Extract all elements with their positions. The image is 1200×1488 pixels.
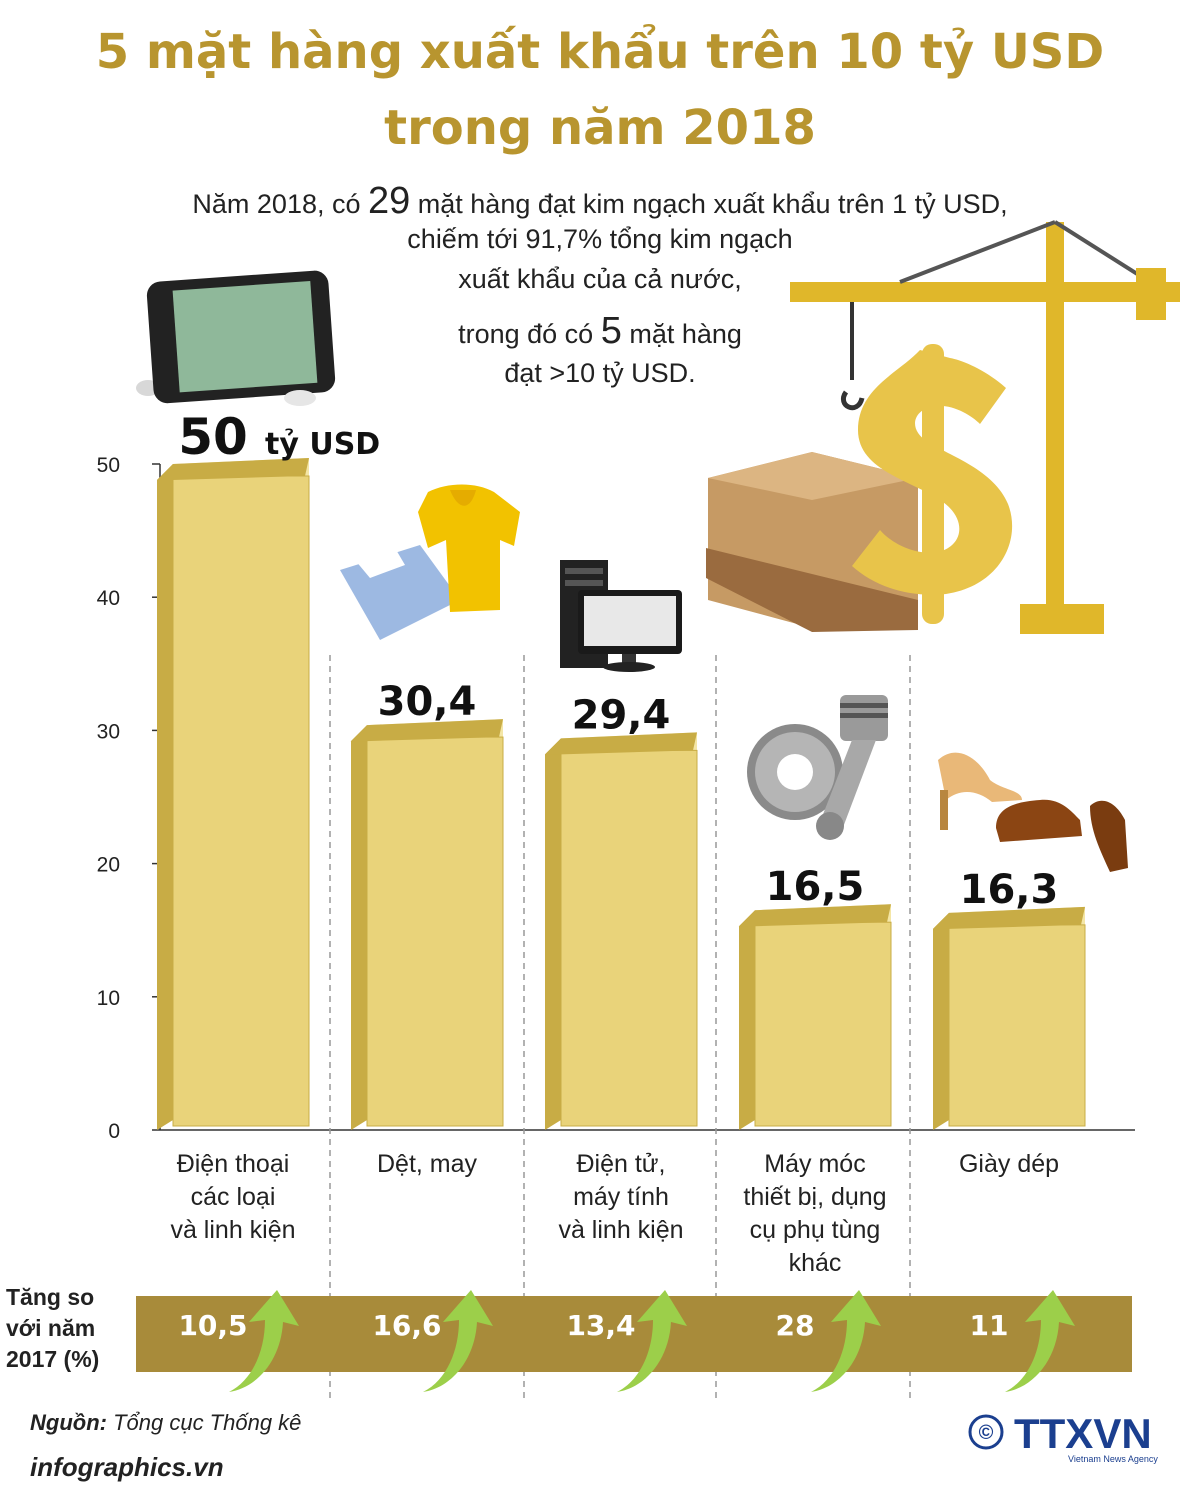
y-tick-label: 40 (97, 587, 120, 610)
category-label-line: thiết bị, dụng (743, 1183, 887, 1211)
shoes-icon (938, 752, 1128, 872)
category-label-line: cụ phụ tùng (749, 1216, 881, 1244)
category-label-line: máy tính (573, 1183, 669, 1211)
growth-arrow-icon (423, 1290, 493, 1392)
title-line-2: trong năm 2018 (384, 100, 816, 156)
bar-front (754, 921, 892, 1127)
growth-value: 13,4 (566, 1309, 635, 1342)
bar-value-label: 16,5 (766, 864, 865, 910)
source-note: Nguồn: Tổng cục Thống kê (30, 1410, 302, 1435)
growth-label: Tăng so với năm 2017 (%) (6, 1284, 100, 1372)
bar-front (560, 749, 698, 1127)
bar-side (545, 738, 561, 1130)
category-label: Giày dép (914, 1148, 1104, 1181)
bar-front (948, 924, 1086, 1127)
bar-side (933, 912, 949, 1130)
bar-side (739, 910, 755, 1130)
intro-line-2: chiếm tới 91,7% tổng kim ngạch (407, 224, 793, 254)
growth-value: 11 (970, 1309, 1009, 1342)
bar-value-label: 50 (178, 408, 248, 466)
svg-text:Vietnam News Agency: Vietnam News Agency (1068, 1454, 1158, 1464)
shirts-icon (340, 484, 520, 640)
category-label-line: và linh kiện (170, 1216, 296, 1244)
intro-line-5: đạt >10 tỷ USD. (504, 358, 696, 388)
category-dividers (329, 655, 911, 1400)
growth-value: 16,6 (372, 1309, 441, 1342)
bar-value-unit: tỷ USD (265, 427, 380, 462)
category-label-line: các loại (190, 1183, 276, 1211)
y-tick-label: 30 (97, 720, 120, 743)
bar-side (157, 464, 173, 1130)
category-label: Máy móc thiết bị, dụng cụ phụ tùng khác (720, 1148, 910, 1280)
bar-front (366, 736, 504, 1127)
site-name: infographics.vn (30, 1452, 224, 1482)
bar-front (172, 475, 310, 1127)
bar-top (351, 719, 503, 742)
category-label: Điện thoại các loại và linh kiện (138, 1148, 328, 1247)
bar-top (157, 458, 309, 480)
bars: 50 tỷ USD 30,4 29,4 16,5 16,3 (157, 408, 1086, 1130)
bar-value-label: 30,4 (378, 679, 477, 725)
bar-5 (933, 906, 1086, 1130)
intro-line-4: trong đó có 5 mặt hàng (458, 310, 742, 352)
intro-line-1: Năm 2018, có 29 mặt hàng đạt kim ngạch x… (192, 180, 1008, 222)
growth-band: 10,5 16,6 13,4 28 11 (136, 1290, 1132, 1392)
y-tick-label: 0 (108, 1120, 120, 1143)
tablet-icon (136, 270, 336, 406)
bar-top (739, 904, 891, 927)
category-label-line: và linh kiện (558, 1216, 684, 1244)
category-label-line: Giày dép (958, 1150, 1060, 1178)
category-label-line: khác (788, 1249, 842, 1277)
bar-top (933, 906, 1085, 929)
y-tick-label: 10 (97, 987, 120, 1010)
svg-text:©: © (979, 1422, 994, 1444)
title-line-1: 5 mặt hàng xuất khẩu trên 10 tỷ USD (95, 24, 1105, 80)
y-tick-label: 50 (97, 454, 120, 477)
growth-value: 28 (776, 1309, 815, 1342)
growth-value: 10,5 (178, 1309, 247, 1342)
growth-band-rect (136, 1296, 1132, 1372)
svg-text:TTXVN: TTXVN (1014, 1410, 1152, 1457)
category-label: Dệt, may (332, 1148, 522, 1181)
ttxvn-logo: © TTXVN Vietnam News Agency (968, 1410, 1158, 1464)
category-label: Điện tử, máy tính và linh kiện (526, 1148, 716, 1247)
category-label-line: Dệt, may (376, 1150, 478, 1178)
bar-2 (351, 719, 504, 1130)
bar-4 (739, 904, 892, 1130)
growth-arrow-icon (811, 1290, 881, 1392)
gears-piston-icon (747, 695, 888, 840)
growth-arrow-icon (617, 1290, 687, 1392)
y-tick-label: 20 (97, 854, 120, 877)
category-label-line: Máy móc (764, 1150, 866, 1178)
category-label-line: Điện tử, (576, 1150, 666, 1178)
intro-line-3: xuất khẩu của cả nước, (458, 264, 742, 294)
bar-value-label: 29,4 (572, 692, 671, 738)
bar-1 (157, 458, 310, 1130)
bar-value-label: 16,3 (960, 867, 1059, 913)
bar-top (545, 732, 697, 755)
growth-arrow-icon (229, 1290, 299, 1392)
computer-icon (560, 560, 682, 672)
bar-3 (545, 732, 698, 1130)
crane-dollar-boxes-icon (706, 220, 1180, 634)
growth-arrow-icon (1005, 1290, 1075, 1392)
bar-side (351, 725, 367, 1130)
category-label-line: Điện thoại (176, 1150, 290, 1178)
